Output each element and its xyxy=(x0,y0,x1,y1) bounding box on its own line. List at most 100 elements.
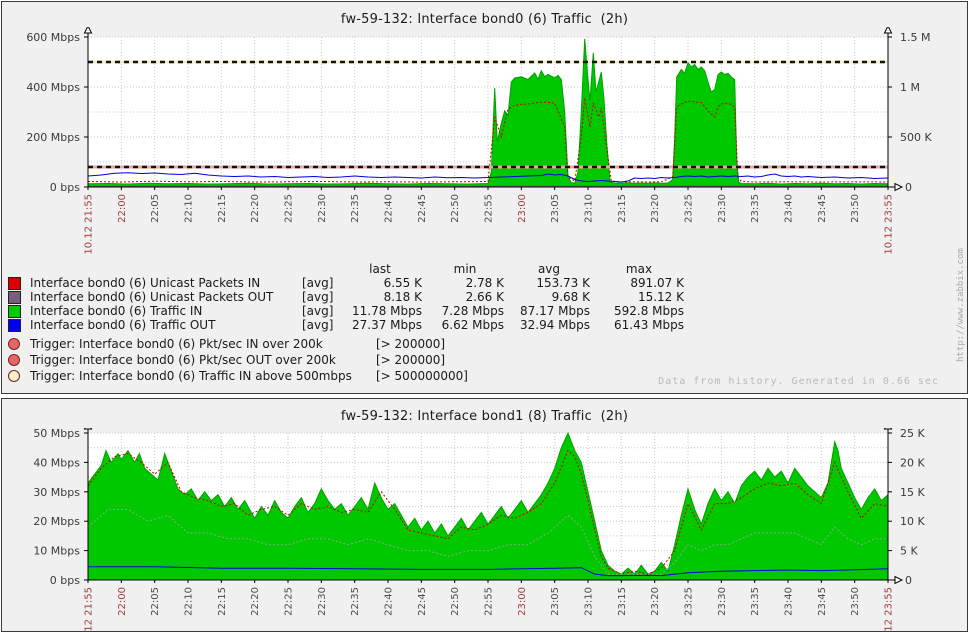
legend-max-value: 891.07 K xyxy=(630,276,684,290)
svg-text:22:25: 22:25 xyxy=(284,194,295,223)
trigger-row: Trigger: Interface bond0 (6) Pkt/sec OUT… xyxy=(8,352,468,368)
svg-text:22:35: 22:35 xyxy=(350,587,361,616)
svg-text:50 Mbps: 50 Mbps xyxy=(33,428,80,440)
svg-text:0: 0 xyxy=(905,181,912,194)
legend-avg-value: 32.94 Mbps xyxy=(519,318,590,332)
legend-avg-value: 9.68 K xyxy=(551,290,590,304)
legend-item-label: Interface bond0 (6) Traffic IN xyxy=(30,304,203,318)
legend-table: last min avg max Interface bond0 (6) Unicast… xyxy=(8,262,686,332)
legend-calc-type: [avg] xyxy=(302,304,334,318)
svg-text:23:20: 23:20 xyxy=(650,587,661,616)
svg-text:22:05: 22:05 xyxy=(150,194,161,223)
legend-avg-value: 153.73 K xyxy=(536,276,590,290)
svg-text:22:25: 22:25 xyxy=(284,587,295,616)
trigger-condition: [> 200000] xyxy=(376,337,446,351)
legend-min-value: 2.66 K xyxy=(465,290,504,304)
legend-min-value: 7.28 Mbps xyxy=(441,304,504,318)
svg-text:20 K: 20 K xyxy=(900,456,925,469)
legend-min-value: 6.62 Mbps xyxy=(441,318,504,332)
svg-text:500 K: 500 K xyxy=(900,131,932,144)
svg-text:22:10: 22:10 xyxy=(184,194,195,223)
chart-svg: 50 Mbps 40 Mbps 30 Mbps 20 Mbps 10 Mbps 0 bps… xyxy=(33,428,925,632)
svg-text:23:10: 23:10 xyxy=(584,194,595,223)
svg-text:23:05: 23:05 xyxy=(550,194,561,223)
svg-text:22:05: 22:05 xyxy=(150,587,161,616)
svg-text:22:35: 22:35 xyxy=(350,194,361,223)
svg-text:22:55: 22:55 xyxy=(484,587,495,616)
trigger-list: Trigger: Interface bond0 (6) Pkt/sec IN … xyxy=(8,336,468,384)
legend-min-value: 2.78 K xyxy=(465,276,504,290)
svg-text:22:50: 22:50 xyxy=(450,587,461,616)
trigger-condition: [> 200000] xyxy=(376,353,446,367)
svg-text:22:45: 22:45 xyxy=(417,587,428,616)
svg-text:23:15: 23:15 xyxy=(617,194,628,223)
legend-column-header: max xyxy=(625,262,653,276)
legend-last-value: 6.55 K xyxy=(383,276,422,290)
chart-svg: 600 Mbps 400 Mbps 200 Mbps 0 bps 1.5 M 1 M 500… xyxy=(26,27,932,255)
legend-last-value: 8.18 K xyxy=(383,290,422,304)
svg-text:10.12 23:55: 10.12 23:55 xyxy=(884,587,895,632)
legend-swatch xyxy=(8,276,30,290)
legend-max-value: 592.8 Mbps xyxy=(613,304,684,318)
svg-text:5 K: 5 K xyxy=(900,545,918,558)
legend-swatch xyxy=(8,318,30,332)
svg-text:15 K: 15 K xyxy=(900,486,925,499)
svg-text:200 Mbps: 200 Mbps xyxy=(26,131,80,144)
svg-text:22:10: 22:10 xyxy=(184,587,195,616)
svg-text:600 Mbps: 600 Mbps xyxy=(26,31,80,44)
graph-panel-bond0: fw-59-132: Interface bond0 (6) Traffic (… xyxy=(1,1,968,394)
svg-text:10 Mbps: 10 Mbps xyxy=(33,545,80,558)
graph-title-bond0: fw-59-132: Interface bond0 (6) Traffic (… xyxy=(340,12,629,27)
trigger-severity-icon xyxy=(8,338,20,350)
zabbix-watermark: http://www.zabbix.com xyxy=(956,248,966,362)
svg-text:23:45: 23:45 xyxy=(817,194,828,223)
svg-text:0 bps: 0 bps xyxy=(50,574,80,587)
trigger-condition: [> 500000000] xyxy=(376,369,468,383)
svg-text:40 Mbps: 40 Mbps xyxy=(33,456,80,469)
svg-text:10.12 21:55: 10.12 21:55 xyxy=(84,587,95,632)
legend-max-value: 61.43 Mbps xyxy=(613,318,684,332)
svg-text:400 Mbps: 400 Mbps xyxy=(26,81,80,94)
trigger-row: Trigger: Interface bond0 (6) Pkt/sec IN … xyxy=(8,336,468,352)
svg-text:23:40: 23:40 xyxy=(784,587,795,616)
svg-text:22:40: 22:40 xyxy=(384,587,395,616)
legend-calc-type: [avg] xyxy=(302,276,334,290)
legend-avg-value: 87.17 Mbps xyxy=(519,304,590,318)
svg-text:23:35: 23:35 xyxy=(750,194,761,223)
svg-text:22:00: 22:00 xyxy=(117,587,128,616)
legend-swatch xyxy=(8,290,30,304)
svg-text:23:00: 23:00 xyxy=(517,194,528,223)
svg-text:0: 0 xyxy=(905,574,912,587)
svg-text:1 M: 1 M xyxy=(900,81,920,94)
svg-text:0 bps: 0 bps xyxy=(50,181,80,194)
svg-text:23:50: 23:50 xyxy=(850,587,861,616)
trigger-label: Trigger: Interface bond0 (6) Pkt/sec IN … xyxy=(30,337,323,351)
svg-text:23:15: 23:15 xyxy=(617,587,628,616)
svg-text:20 Mbps: 20 Mbps xyxy=(33,515,80,528)
graph-panel-bond1: fw-59-132: Interface bond1 (8) Traffic (… xyxy=(1,398,968,632)
bond1-traffic-chart[interactable]: 50 Mbps 40 Mbps 30 Mbps 20 Mbps 10 Mbps 0 bps… xyxy=(3,428,963,632)
svg-text:23:10: 23:10 xyxy=(584,587,595,616)
bond0-traffic-chart[interactable]: 600 Mbps 400 Mbps 200 Mbps 0 bps 1.5 M 1 M 500… xyxy=(3,27,963,267)
svg-text:23:40: 23:40 xyxy=(784,194,795,223)
svg-text:30 Mbps: 30 Mbps xyxy=(33,486,80,499)
svg-text:22:55: 22:55 xyxy=(484,194,495,223)
trigger-severity-icon xyxy=(8,370,20,382)
svg-text:23:30: 23:30 xyxy=(717,194,728,223)
svg-text:10 K: 10 K xyxy=(900,515,925,528)
svg-text:22:30: 22:30 xyxy=(317,587,328,616)
svg-text:23:45: 23:45 xyxy=(817,587,828,616)
legend-bond0: last min avg max Interface bond0 (6) Unicast… xyxy=(8,262,686,332)
legend-item-label: Interface bond0 (6) Unicast Packets IN xyxy=(30,276,261,290)
trigger-row: Trigger: Interface bond0 (6) Traffic IN … xyxy=(8,368,468,384)
legend-item-label: Interface bond0 (6) Unicast Packets OUT xyxy=(30,290,274,304)
svg-text:23:20: 23:20 xyxy=(650,194,661,223)
svg-text:23:25: 23:25 xyxy=(684,194,695,223)
svg-text:22:30: 22:30 xyxy=(317,194,328,223)
svg-text:23:00: 23:00 xyxy=(517,587,528,616)
legend-column-header: min xyxy=(453,262,477,276)
legend-calc-type: [avg] xyxy=(302,318,334,332)
trigger-severity-icon xyxy=(8,354,20,366)
legend-item-label: Interface bond0 (6) Traffic OUT xyxy=(30,318,216,332)
trigger-label: Trigger: Interface bond0 (6) Traffic IN … xyxy=(30,369,352,383)
